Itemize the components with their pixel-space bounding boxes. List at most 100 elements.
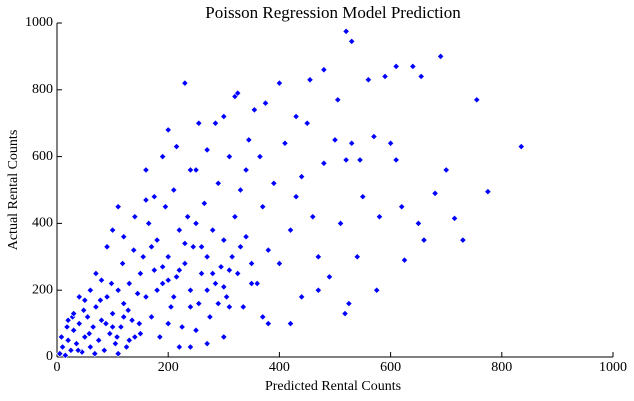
point (92, 303, 100, 311)
x-tick-label: 600 (380, 360, 401, 375)
point (153, 236, 161, 244)
point (106, 329, 114, 338)
point (64, 316, 72, 324)
point (108, 309, 117, 318)
point (392, 62, 400, 71)
point (181, 239, 189, 248)
point (298, 173, 306, 181)
point (125, 279, 133, 288)
point (220, 112, 228, 121)
point (130, 246, 138, 254)
point (286, 226, 295, 234)
point (245, 136, 253, 144)
point (81, 333, 89, 341)
point (250, 106, 259, 114)
point (150, 266, 158, 274)
point (113, 333, 121, 341)
y-tick-label: 400 (32, 216, 53, 231)
point (206, 313, 214, 321)
point (334, 96, 342, 104)
point (231, 213, 239, 221)
point (234, 89, 242, 97)
point (102, 319, 110, 328)
point (417, 72, 425, 81)
point (242, 233, 250, 241)
point (120, 233, 128, 241)
point (186, 303, 195, 311)
point (114, 203, 122, 211)
point (170, 293, 178, 301)
point (86, 343, 94, 351)
point (517, 142, 525, 151)
point (159, 263, 167, 271)
point (220, 283, 228, 291)
point (398, 203, 406, 211)
y-tick-label: 200 (32, 282, 53, 297)
point (100, 346, 108, 354)
point (139, 253, 147, 261)
point (89, 323, 97, 331)
point (214, 179, 222, 187)
point (275, 259, 284, 268)
point (420, 236, 428, 244)
point (159, 279, 167, 288)
x-tick-label: 0 (54, 360, 61, 375)
point (450, 214, 459, 223)
point (431, 189, 439, 197)
point (170, 186, 178, 194)
point (400, 256, 409, 264)
point (186, 166, 195, 174)
point (181, 259, 189, 268)
point (156, 333, 164, 341)
point (342, 156, 350, 164)
point (292, 112, 300, 121)
point (108, 323, 117, 331)
point (63, 323, 71, 331)
point (414, 219, 423, 228)
point (373, 286, 381, 294)
point (320, 66, 328, 74)
point (128, 316, 136, 324)
point (161, 203, 170, 211)
point (120, 313, 128, 321)
point (370, 132, 378, 141)
point (225, 266, 233, 274)
point (85, 329, 93, 338)
point (81, 296, 89, 304)
point (197, 269, 206, 278)
point (58, 343, 67, 351)
point (211, 279, 220, 288)
point (186, 343, 195, 351)
point (225, 152, 233, 161)
point (342, 27, 350, 35)
point (192, 166, 200, 174)
point (117, 323, 125, 331)
point (484, 188, 492, 196)
point (142, 293, 150, 301)
y-axis-label: Actual Rental Counts (6, 130, 21, 251)
point (125, 336, 133, 344)
point (247, 259, 256, 268)
point (331, 136, 339, 144)
point (72, 340, 81, 348)
point (203, 286, 211, 294)
point (217, 263, 225, 271)
point (192, 326, 200, 334)
point (359, 193, 367, 201)
point (189, 243, 197, 251)
point (203, 340, 211, 348)
point (74, 346, 82, 354)
point (159, 152, 167, 161)
point (75, 319, 83, 328)
point (459, 236, 467, 244)
point (214, 299, 222, 308)
point (473, 96, 481, 104)
point (103, 293, 111, 301)
point (97, 316, 106, 324)
point (341, 309, 349, 318)
point (175, 266, 183, 274)
point (200, 199, 208, 207)
point (281, 139, 289, 147)
point (120, 299, 128, 308)
